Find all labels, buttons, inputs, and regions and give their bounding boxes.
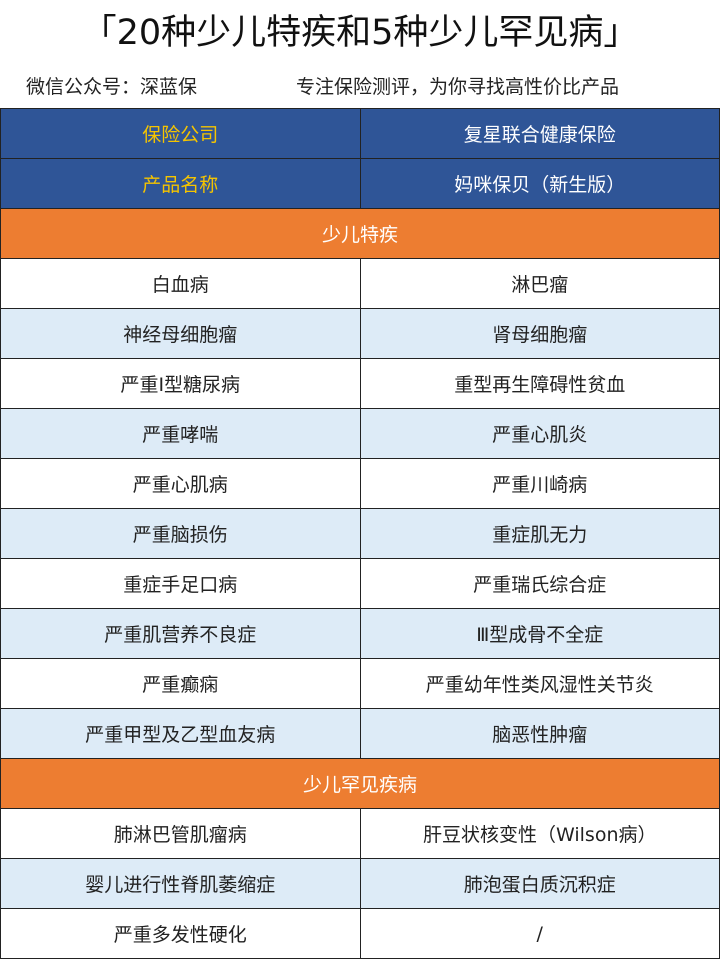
disease-cell: 淋巴瘤: [359, 258, 720, 309]
disease-cell: 重症手足口病: [0, 558, 361, 609]
disease-cell: 严重I型糖尿病: [0, 358, 361, 409]
section-title: 少儿特疾: [0, 208, 720, 259]
table-row: 严重脑损伤 重症肌无力: [0, 508, 720, 559]
header-value: 妈咪保贝（新生版）: [359, 158, 720, 209]
section-header: 少儿特疾: [0, 208, 720, 259]
section-title: 少儿罕见疾病: [0, 758, 720, 809]
disease-cell: 严重幼年性类风湿性关节炎: [359, 658, 720, 709]
disease-cell: 严重癫痫: [0, 658, 361, 709]
disease-cell: 肺泡蛋白质沉积症: [359, 858, 720, 909]
subtitle-account: 微信公众号：深蓝保: [26, 75, 198, 98]
header-label: 保险公司: [0, 108, 361, 159]
disease-cell: 脑恶性肿瘤: [359, 708, 720, 759]
disease-table: 保险公司 复星联合健康保险 产品名称 妈咪保贝（新生版） 少儿特疾 白血病 淋巴瘤神…: [0, 108, 720, 959]
table-row: 严重多发性硬化 /: [0, 908, 720, 959]
table-row: 白血病 淋巴瘤: [0, 258, 720, 309]
disease-cell: 严重脑损伤: [0, 508, 361, 559]
table-row: 神经母细胞瘤 肾母细胞瘤: [0, 308, 720, 359]
table-row: 严重I型糖尿病 重型再生障碍性贫血: [0, 358, 720, 409]
disease-cell: 重型再生障碍性贫血: [359, 358, 720, 409]
disease-cell: 严重心肌病: [0, 458, 361, 509]
disease-cell: 严重瑞氏综合症: [359, 558, 720, 609]
header-row-company: 保险公司 复星联合健康保险: [0, 108, 720, 159]
subtitle-slogan: 专注保险测评，为你寻找高性价比产品: [296, 75, 620, 98]
disease-cell: 神经母细胞瘤: [0, 308, 361, 359]
disease-cell: 肝豆状核变性（Wilson病）: [359, 808, 720, 859]
disease-cell: 婴儿进行性脊肌萎缩症: [0, 858, 361, 909]
disease-cell: 严重心肌炎: [359, 408, 720, 459]
disease-cell: 重症肌无力: [359, 508, 720, 559]
disease-cell: 严重多发性硬化: [0, 908, 361, 959]
disease-cell: 肾母细胞瘤: [359, 308, 720, 359]
header-label: 产品名称: [0, 158, 361, 209]
header-row-product: 产品名称 妈咪保贝（新生版）: [0, 158, 720, 209]
table-row: 严重哮喘 严重心肌炎: [0, 408, 720, 459]
table-row: 严重甲型及乙型血友病 脑恶性肿瘤: [0, 708, 720, 759]
disease-cell: Ⅲ型成骨不全症: [359, 608, 720, 659]
table-row: 严重心肌病 严重川崎病: [0, 458, 720, 509]
table-row: 严重癫痫 严重幼年性类风湿性关节炎: [0, 658, 720, 709]
section-header: 少儿罕见疾病: [0, 758, 720, 809]
table-row: 肺淋巴管肌瘤病 肝豆状核变性（Wilson病）: [0, 808, 720, 859]
disease-cell: 严重甲型及乙型血友病: [0, 708, 361, 759]
page-title: 「20种少儿特疾和5种少儿罕见病」: [81, 13, 639, 53]
disease-cell: 白血病: [0, 258, 361, 309]
table-row: 严重肌营养不良症 Ⅲ型成骨不全症: [0, 608, 720, 659]
subtitle: 微信公众号：深蓝保 专注保险测评，为你寻找高性价比产品: [0, 62, 720, 108]
header-value: 复星联合健康保险: [359, 108, 720, 159]
table-row: 婴儿进行性脊肌萎缩症 肺泡蛋白质沉积症: [0, 858, 720, 909]
disease-cell: 肺淋巴管肌瘤病: [0, 808, 361, 859]
table-row: 重症手足口病 严重瑞氏综合症: [0, 558, 720, 609]
disease-cell: 严重肌营养不良症: [0, 608, 361, 659]
disease-cell: 严重川崎病: [359, 458, 720, 509]
disease-cell: /: [359, 908, 720, 959]
disease-cell: 严重哮喘: [0, 408, 361, 459]
